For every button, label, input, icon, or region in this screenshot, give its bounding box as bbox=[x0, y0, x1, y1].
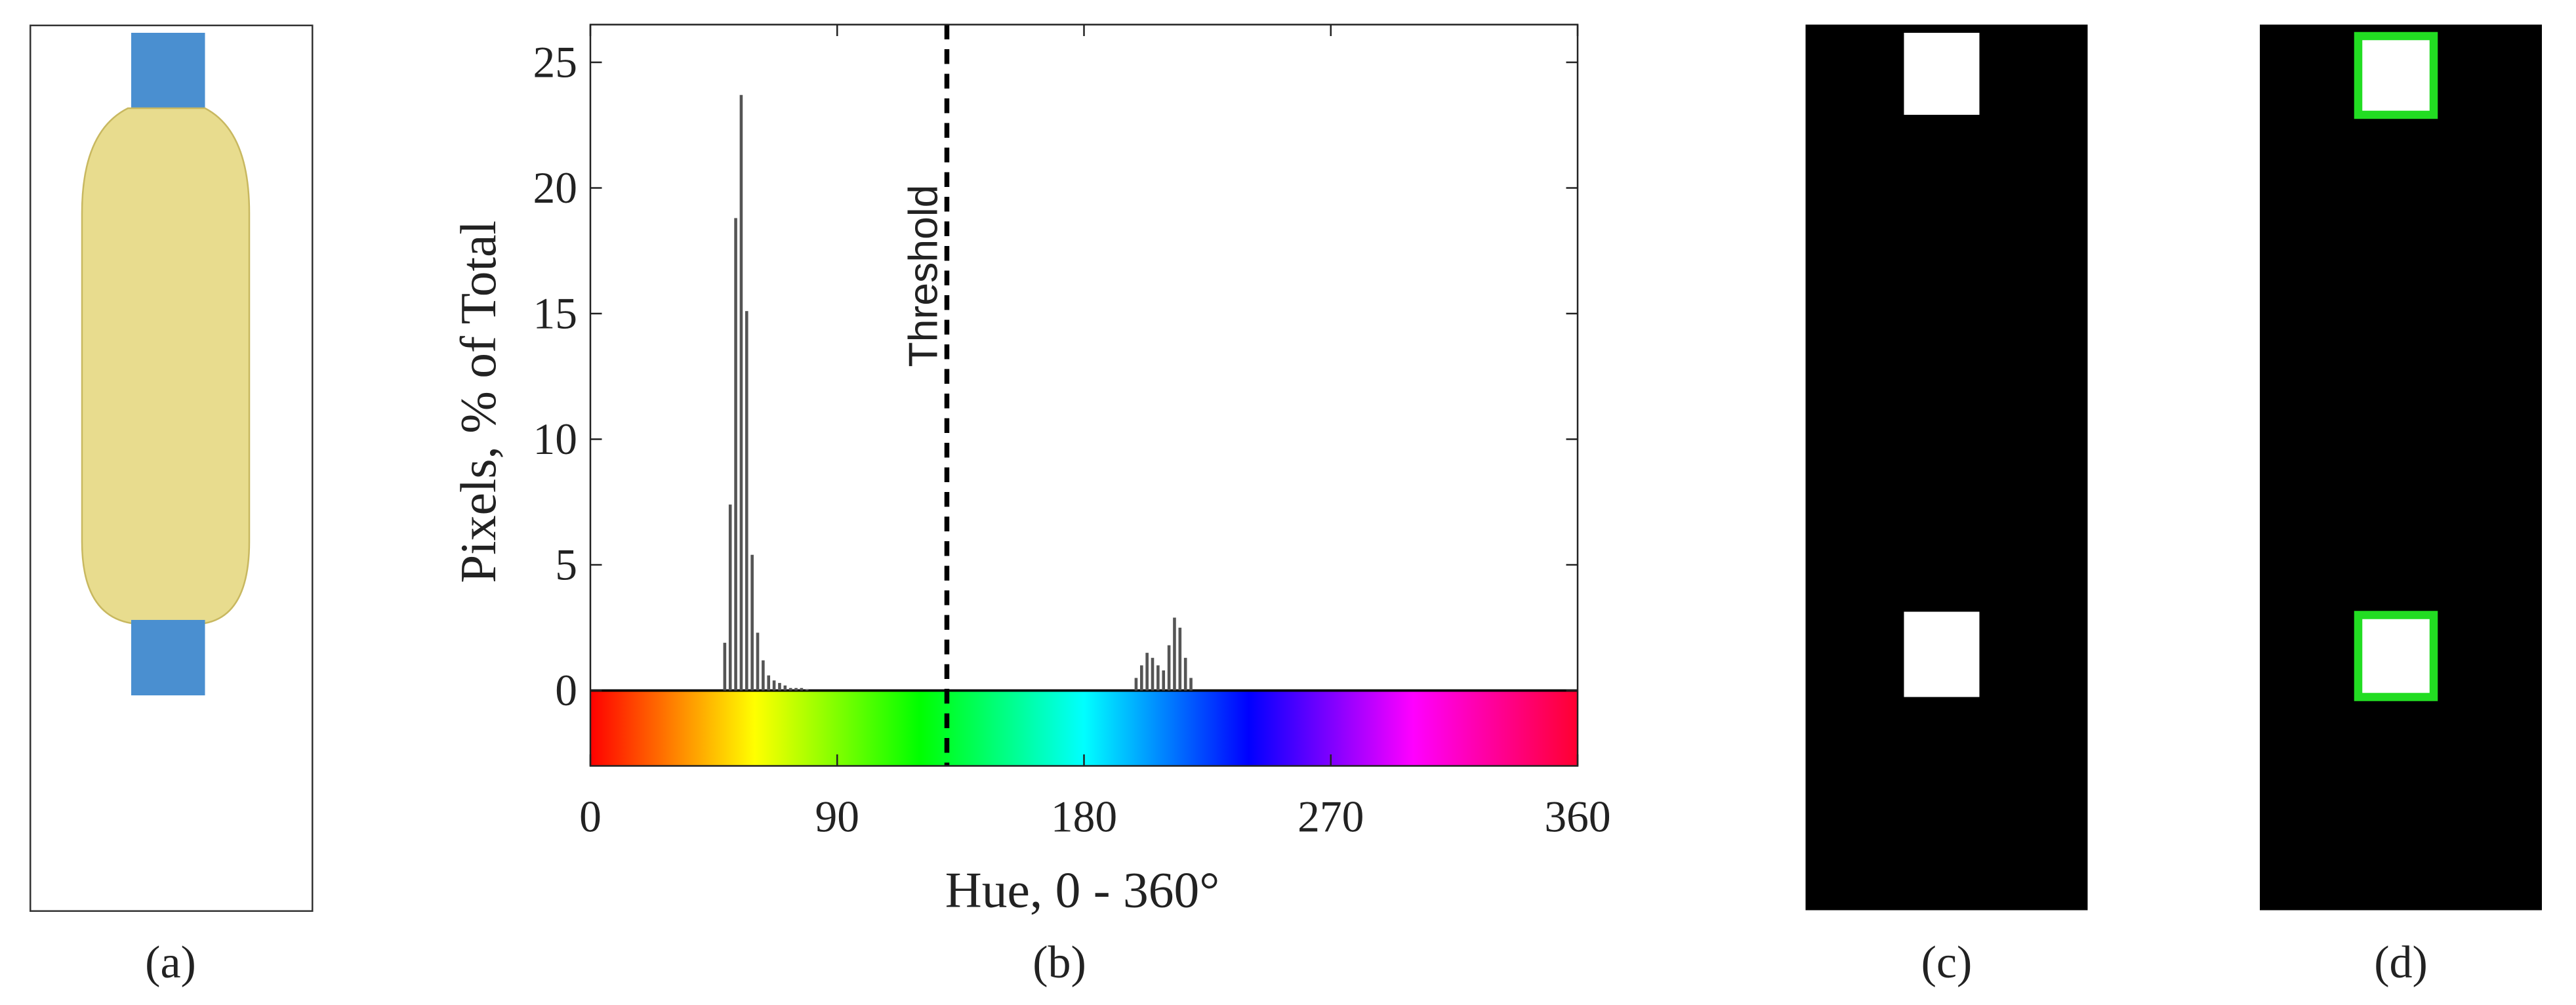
histogram-bar bbox=[1167, 645, 1171, 691]
histogram-bar bbox=[772, 680, 776, 691]
panel-label: (d) bbox=[2374, 937, 2428, 988]
hue-colorbar bbox=[590, 690, 1578, 766]
y-tick-label: 10 bbox=[533, 415, 578, 464]
x-tick-label: 90 bbox=[815, 792, 860, 842]
histogram-bar bbox=[783, 685, 787, 691]
histogram-bar bbox=[1134, 678, 1138, 691]
histogram-bar bbox=[1151, 657, 1155, 691]
histogram-bar bbox=[762, 660, 765, 691]
histogram-bar bbox=[1178, 627, 1182, 691]
histogram-bar bbox=[745, 311, 748, 691]
histogram-bar bbox=[794, 687, 798, 691]
histogram-bar bbox=[800, 687, 804, 691]
panel-a-image bbox=[29, 24, 314, 912]
y-tick-label: 25 bbox=[533, 37, 578, 87]
histogram-bar bbox=[1183, 657, 1187, 691]
threshold-annotation: Threshold bbox=[900, 185, 946, 367]
panel-label: (c) bbox=[1921, 937, 1973, 988]
x-tick-label: 360 bbox=[1544, 792, 1610, 842]
histogram-bar bbox=[723, 642, 727, 691]
histogram-bar bbox=[805, 689, 809, 691]
panel-c-image bbox=[1805, 24, 2088, 911]
histogram-bar bbox=[728, 504, 732, 691]
plot-area: Threshold 0 5 10 15 20 25 0 90 180 270 360 bbox=[533, 24, 1611, 842]
axes-frame bbox=[589, 24, 1579, 767]
panel-label: (a) bbox=[145, 937, 196, 988]
histogram-bar bbox=[1162, 670, 1166, 691]
histogram-bar bbox=[1173, 617, 1176, 691]
x-axis-label: Hue, 0 - 360° bbox=[945, 862, 1219, 918]
histogram-bar bbox=[767, 675, 771, 691]
x-tick-label: 270 bbox=[1298, 792, 1364, 842]
panel-d-image bbox=[2260, 24, 2542, 911]
histogram-bar bbox=[1189, 678, 1193, 691]
y-tick-label: 5 bbox=[555, 541, 577, 590]
histogram-bar bbox=[1139, 665, 1143, 691]
panel-label: (b) bbox=[1032, 937, 1086, 988]
y-axis-label: Pixels, % of Total bbox=[450, 220, 506, 583]
histogram-bar bbox=[778, 683, 781, 691]
histogram-bar bbox=[1156, 665, 1160, 691]
histogram-bar bbox=[788, 687, 792, 691]
histogram-bar bbox=[750, 554, 754, 691]
y-tick-label: 0 bbox=[555, 666, 577, 715]
y-tick-label: 15 bbox=[533, 289, 578, 338]
histogram-bar bbox=[1145, 653, 1149, 691]
x-tick-label: 180 bbox=[1051, 792, 1117, 842]
histogram-bar bbox=[739, 94, 743, 691]
y-tick-label: 20 bbox=[533, 163, 578, 213]
histogram-bar bbox=[756, 632, 760, 691]
histogram-bar bbox=[734, 218, 737, 691]
x-tick-label: 0 bbox=[579, 792, 602, 842]
